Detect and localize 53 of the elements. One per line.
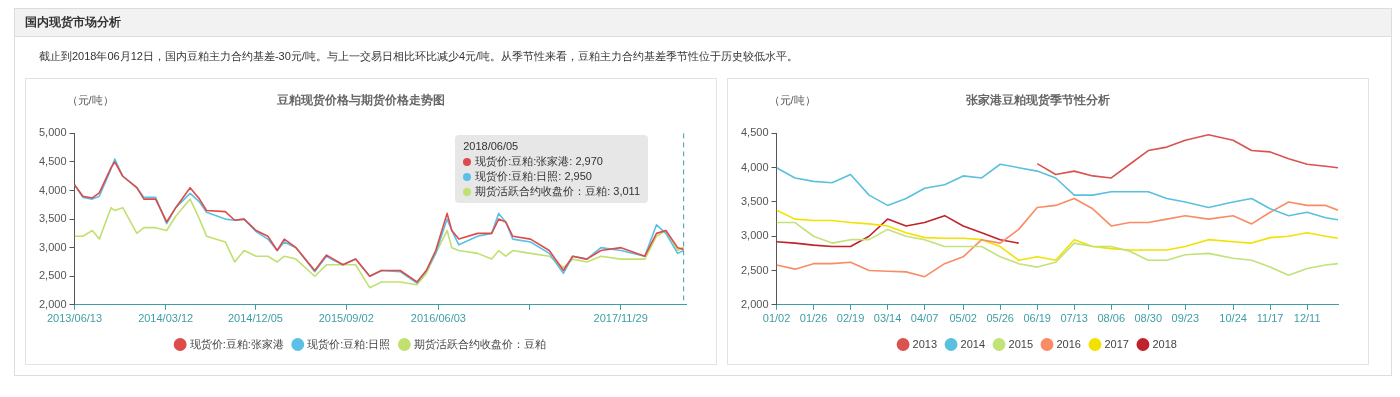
annotation: 期货活跃合约收盘价：豆粕: 3,011 xyxy=(475,184,640,199)
x-tick-label: 2014/12/05 xyxy=(227,312,283,325)
annotation: 2018/06/05 xyxy=(463,139,519,154)
x-tick-label: 07/13 xyxy=(1060,312,1088,325)
legend-label: 2014 xyxy=(960,337,986,350)
legend-label: 现货价:豆粕:日照 xyxy=(307,337,391,350)
chart-title: 张家港豆粕现货季节性分析 xyxy=(966,92,1110,107)
x-tick-label: 05/26 xyxy=(986,312,1014,325)
legend-label: 现货价:豆粕:张家港 xyxy=(189,337,284,350)
y-tick-label: 3,000 xyxy=(741,229,769,242)
x-tick-label: 10/24 xyxy=(1219,312,1247,325)
x-tick-label: 08/06 xyxy=(1097,312,1126,325)
x-tick-label: 2014/03/12 xyxy=(138,312,194,325)
y-axis-title: （元/吨） xyxy=(66,94,114,107)
x-tick-label: 01/02 xyxy=(762,312,791,325)
y-tick-label: 5,000 xyxy=(39,126,67,139)
y-tick-label: 4,500 xyxy=(39,155,67,167)
x-tick-label: 02/19 xyxy=(836,312,865,325)
x-tick-label: 09/23 xyxy=(1171,312,1200,325)
x-tick-label: 06/19 xyxy=(1023,312,1051,325)
text: 国内现货市场分析 xyxy=(15,9,1391,37)
y-tick-label: 4,000 xyxy=(39,183,67,196)
annotation: 现货价:豆粕:日照: 2,950 xyxy=(475,169,592,184)
x-tick-label: 03/14 xyxy=(873,312,902,325)
text: 截止到2018年06月12日，国内豆粕主力合约基差-30元/吨。与上一交易日相比环比减少4元/吨。从季节性来看，豆粕主力合约基差季节性位于历史较低水平。 xyxy=(38,49,800,64)
y-tick-label: 4,000 xyxy=(741,160,769,173)
legend-label: 2016 xyxy=(1056,337,1081,350)
y-tick-label: 2,500 xyxy=(741,263,769,276)
y-tick-label: 2,000 xyxy=(741,297,769,310)
y-tick-label: 3,500 xyxy=(741,194,769,207)
chart-title: 豆粕现货价格与期货价格走势图 xyxy=(276,92,445,107)
x-tick-label: 11/17 xyxy=(1256,312,1284,325)
y-tick-label: 3,000 xyxy=(39,240,67,253)
y-axis-title: （元/吨） xyxy=(768,94,816,107)
x-tick-label: 01/26 xyxy=(799,312,828,325)
legend-label: 2015 xyxy=(1008,337,1034,350)
x-tick-label: 04/07 xyxy=(910,312,939,325)
y-tick-label: 3,500 xyxy=(39,212,67,225)
y-tick-label: 2,000 xyxy=(39,297,67,310)
legend-label: 2017 xyxy=(1104,337,1129,350)
x-tick-label: 2013/06/13 xyxy=(47,312,103,325)
annotation: 现货价:豆粕:张家港: 2,970 xyxy=(475,154,603,169)
legend-label: 2013 xyxy=(912,337,938,350)
y-tick-label: 4,500 xyxy=(741,126,769,139)
x-tick-label: 2015/09/02 xyxy=(318,312,374,325)
x-tick-label: 2016/06/03 xyxy=(410,312,466,325)
legend-label: 2018 xyxy=(1152,337,1177,350)
x-tick-label: 2017/11/29 xyxy=(593,312,648,325)
x-tick-label: 12/11 xyxy=(1293,312,1321,325)
x-tick-label: 05/02 xyxy=(949,312,977,325)
legend-label: 期货活跃合约收盘价：豆粕 xyxy=(413,337,546,350)
y-tick-label: 2,500 xyxy=(39,269,67,282)
x-tick-label: 08/30 xyxy=(1134,312,1163,325)
